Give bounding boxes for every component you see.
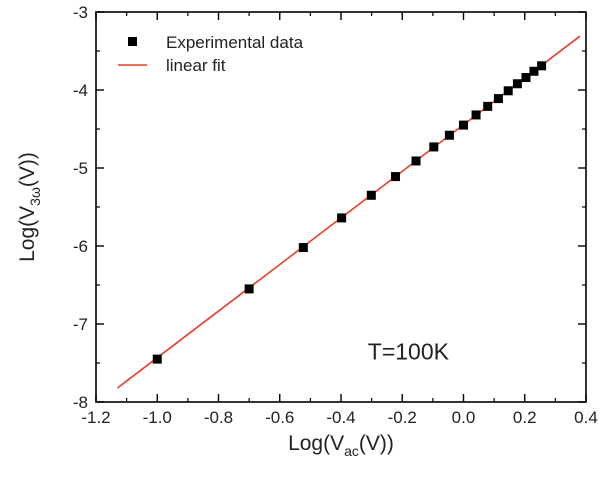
data-point bbox=[298, 243, 308, 253]
y-axis-title-prefix: Log(V bbox=[16, 206, 39, 262]
axis-ticks: -1.2 -1.0 -0.8 -0.6 -0.4 -0.2 0.0 0.2 0.4 -8 -7 -6 -… bbox=[73, 3, 598, 427]
data-point bbox=[471, 110, 481, 120]
data-point bbox=[444, 130, 454, 140]
data-point bbox=[503, 86, 513, 96]
y-tick-label: -8 bbox=[73, 393, 88, 412]
x-tick-label: -0.2 bbox=[388, 408, 417, 427]
x-axis-title: Log(Vac(V)) bbox=[288, 432, 394, 459]
data-point bbox=[244, 284, 254, 294]
data-point bbox=[411, 156, 421, 166]
y-tick-label: -5 bbox=[73, 159, 88, 178]
data-point bbox=[537, 61, 547, 71]
data-point bbox=[483, 101, 493, 111]
data-point bbox=[429, 142, 439, 152]
temperature-annotation: T=100K bbox=[368, 338, 450, 364]
x-tick-label: -0.4 bbox=[326, 408, 355, 427]
x-tick-label: -0.6 bbox=[265, 408, 294, 427]
data-point bbox=[337, 213, 347, 223]
x-axis-title-prefix: Log(V bbox=[288, 432, 344, 455]
x-tick-label: 0.4 bbox=[574, 408, 598, 427]
legend-label: linear fit bbox=[166, 56, 226, 75]
y-tick-label: -7 bbox=[73, 315, 88, 334]
x-tick-label: -0.8 bbox=[204, 408, 233, 427]
y-axis-title: Log(V3ω(V)) bbox=[16, 152, 43, 262]
y-tick-label: -4 bbox=[73, 81, 88, 100]
data-point bbox=[512, 79, 522, 89]
data-point bbox=[529, 66, 539, 76]
y-tick-label: -3 bbox=[73, 3, 88, 22]
x-tick-label: -1.0 bbox=[143, 408, 172, 427]
data-point bbox=[366, 190, 376, 200]
data-point bbox=[521, 73, 531, 83]
y-axis-title-sub: 3ω bbox=[27, 187, 43, 206]
legend-label: Experimental data bbox=[166, 33, 304, 52]
y-axis-title-suffix: (V)) bbox=[16, 152, 39, 187]
x-axis-title-suffix: (V)) bbox=[359, 432, 394, 455]
data-point bbox=[459, 120, 468, 130]
data-point bbox=[152, 354, 162, 364]
series-layer bbox=[116, 35, 581, 389]
x-tick-label: 0.2 bbox=[513, 408, 537, 427]
legend-marker-square bbox=[128, 37, 137, 46]
legend: Experimental data linear fit bbox=[118, 33, 304, 75]
data-point bbox=[493, 94, 503, 104]
x-tick-label: -1.2 bbox=[81, 408, 110, 427]
data-point bbox=[391, 172, 401, 182]
y-tick-label: -6 bbox=[73, 237, 88, 256]
x-tick-label: 0.0 bbox=[452, 408, 476, 427]
x-axis-title-sub: ac bbox=[344, 443, 359, 459]
